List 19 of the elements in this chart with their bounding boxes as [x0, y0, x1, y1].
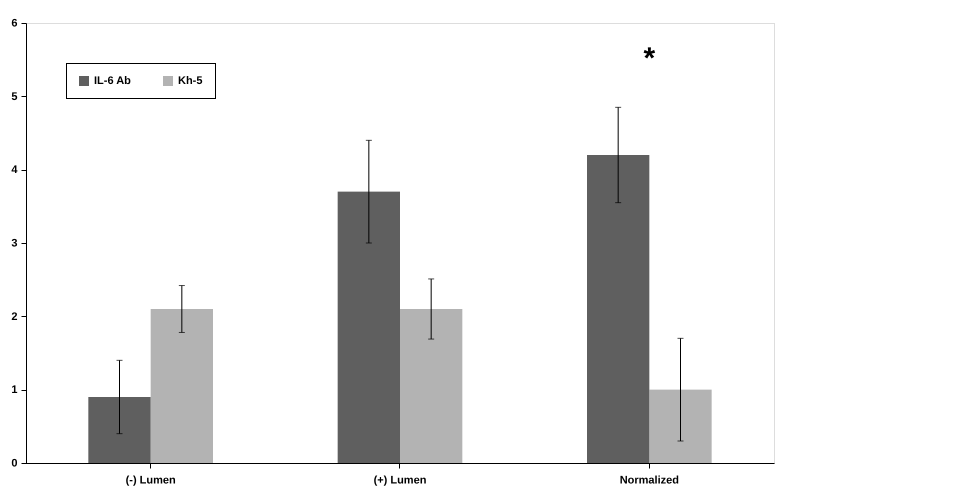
x-tick-label: (+) Lumen: [374, 474, 427, 486]
bar: [338, 192, 400, 463]
legend-label: Kh-5: [178, 75, 202, 87]
y-tick-label: 3: [11, 238, 18, 250]
bar: [150, 309, 213, 463]
y-tick-label: 6: [11, 18, 18, 30]
y-tick-label: 2: [11, 310, 18, 323]
y-tick-label: 0: [11, 458, 18, 470]
x-tick-label: Normalized: [620, 474, 679, 486]
bar: [649, 390, 712, 463]
legend-label: IL-6 Ab: [94, 75, 132, 87]
bar: [587, 155, 650, 463]
x-tick-label: (-) Lumen: [126, 474, 176, 486]
y-tick-label: 4: [11, 164, 18, 176]
bar: [400, 309, 462, 463]
y-tick-label: 5: [11, 90, 18, 103]
annotation: *: [643, 42, 656, 75]
y-tick-label: 1: [11, 384, 18, 396]
bar: [88, 397, 151, 463]
